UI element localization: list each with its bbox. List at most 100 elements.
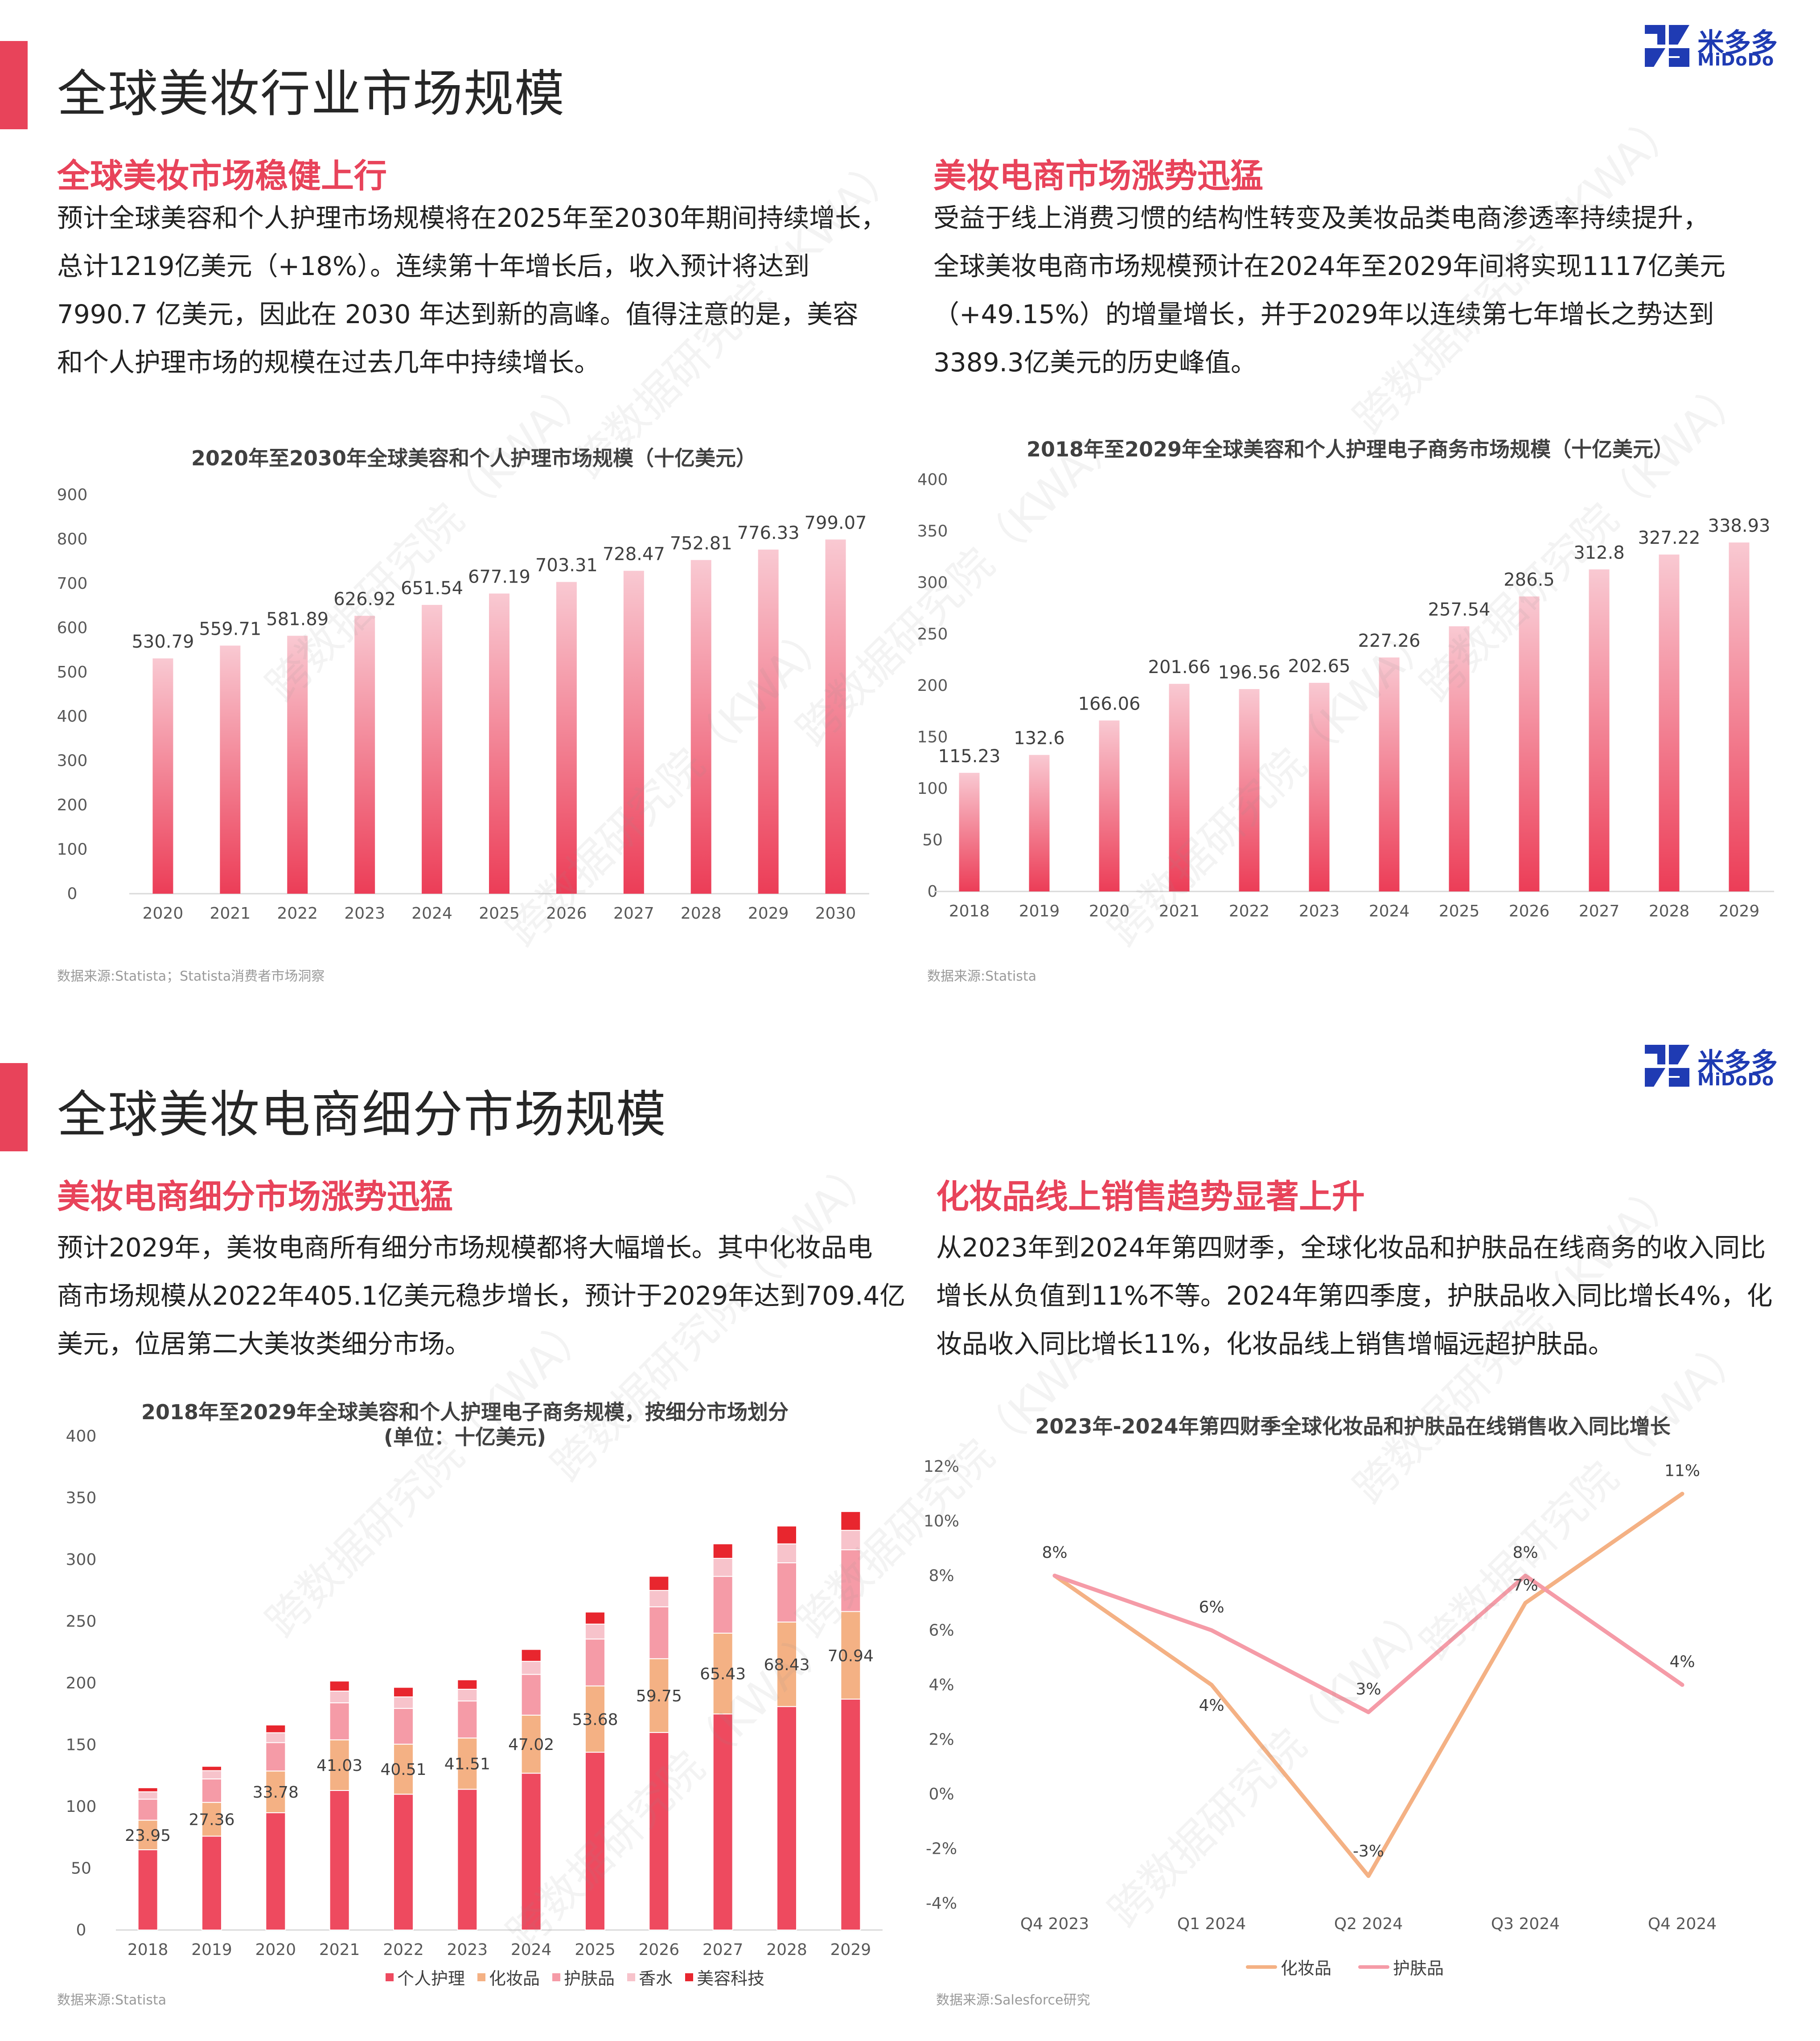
logo-text-cn: 米多多	[1697, 28, 1778, 59]
stacked-bar-segment	[649, 1590, 670, 1607]
bar	[1099, 720, 1120, 891]
paragraph-line: 妆品收入同比增长11%，化妆品线上销售增幅远超护肤品。	[936, 1329, 1614, 1359]
stacked-bar-segment	[329, 1702, 350, 1741]
y-tick-label: 150	[66, 1736, 97, 1754]
x-tick-label: 2026	[546, 904, 587, 923]
section1-left-subtitle: 全球美妆市场稳健上行	[57, 157, 387, 195]
section2-left-paragraph: 预计2029年，美妆电商所有细分市场规模都将大幅增长。其中化妆品电 商市场规模从…	[57, 1224, 905, 1368]
stacked-bar-segment	[137, 1791, 158, 1800]
bar	[556, 582, 577, 894]
y-tick-label: 300	[66, 1551, 97, 1569]
section1-left-paragraph: 预计全球美容和个人护理市场规模将在2025年至2030年期间持续增长， 总计12…	[57, 194, 887, 386]
legend-label: 护肤品	[564, 1969, 615, 1988]
midodo-logo: 米多多 MiDoDo	[1643, 23, 1790, 72]
logo-text-en: MiDoDo	[1697, 50, 1775, 70]
series-line	[1052, 1573, 1684, 1714]
stacked-bar-segment	[840, 1511, 861, 1531]
x-tick-label: 2024	[1369, 902, 1410, 920]
stacked-bar-segment	[712, 1576, 733, 1634]
stacked-bar-segment	[457, 1700, 478, 1739]
stacked-bar-segment	[840, 1530, 861, 1551]
data-label: 47.02	[508, 1736, 554, 1754]
x-tick-label: 2029	[748, 904, 789, 923]
y-tick-label: 200	[918, 677, 948, 695]
stacked-bar-segment	[649, 1606, 670, 1659]
x-tick-label: 2023	[1299, 902, 1340, 920]
bar	[354, 616, 375, 894]
data-label: 257.54	[1428, 600, 1491, 620]
bar	[690, 560, 711, 894]
data-label: 626.92	[333, 589, 396, 610]
section2-accent-bar	[0, 1063, 28, 1151]
x-tick-label: 2021	[210, 904, 251, 923]
y-tick-label: 400	[66, 1427, 97, 1446]
stacked-bar-segment	[265, 1725, 286, 1733]
paragraph-line: 商市场规模从2022年405.1亿美元稳步增长，预计于2029年达到709.4亿	[57, 1281, 906, 1311]
stacked-bar-segment	[201, 1778, 222, 1803]
legend-label: 化妆品	[1281, 1959, 1332, 1978]
data-label: 581.89	[266, 609, 329, 629]
midodo-logo-icon	[1645, 1045, 1689, 1087]
x-tick-label: Q2 2024	[1334, 1915, 1403, 1933]
data-label: -3%	[1353, 1842, 1384, 1860]
stacked-bar-segment	[457, 1789, 478, 1930]
y-tick-label: 200	[66, 1674, 97, 1692]
paragraph-line: 从2023年到2024年第四财季，全球化妆品和护肤品在线商务的收入同比	[936, 1232, 1766, 1263]
chart1-title: 2020年至2030年全球美容和个人护理市场规模（十亿美元）	[191, 446, 757, 470]
chart3-title: 2018年至2029年全球美容和个人护理电子商务规模，按细分市场划分 (单位：十…	[57, 1400, 873, 1450]
x-tick-label: 2019	[191, 1941, 232, 1959]
paragraph-line: 7990.7 亿美元，因此在 2030 年达到新的高峰。值得注意的是，美容	[57, 299, 859, 329]
chart1-bar-chart: 0 100 200 300 400 500 600 700 800 900 530.79 2020 55…	[57, 486, 869, 923]
stacked-bar-segment	[585, 1752, 605, 1930]
logo-text-cn: 米多多	[1697, 1047, 1778, 1079]
y-tick-label: -4%	[926, 1894, 957, 1913]
bar	[1379, 657, 1400, 891]
data-label: 202.65	[1288, 656, 1351, 677]
stacked-bar-segment	[776, 1525, 797, 1544]
y-tick-label: -2%	[926, 1840, 957, 1858]
x-tick-label: 2018	[127, 1941, 168, 1959]
data-label: 4%	[1199, 1696, 1224, 1715]
x-tick-label: 2027	[703, 1941, 744, 1959]
data-label: 27.36	[189, 1811, 234, 1829]
legend-item-personal-care: 个人护理	[386, 1965, 465, 1989]
stacked-bar-segment	[712, 1558, 733, 1577]
x-tick-label: 2024	[511, 1941, 552, 1959]
data-label: 728.47	[603, 544, 665, 565]
legend-swatch	[552, 1973, 561, 1981]
legend-swatch	[1358, 1965, 1390, 1969]
x-tick-label: 2025	[1439, 902, 1480, 920]
stacked-bar-segment	[776, 1562, 797, 1623]
legend-swatch	[477, 1973, 486, 1981]
y-tick-label: 2%	[928, 1731, 954, 1749]
x-tick-label: 2026	[639, 1941, 680, 1959]
x-tick-label: 2023	[447, 1941, 488, 1959]
chart2-title: 2018年至2029年全球美容和个人护理电子商务市场规模（十亿美元）	[1026, 437, 1674, 461]
y-tick-label: 100	[918, 780, 948, 798]
y-tick-label: 4%	[928, 1676, 954, 1694]
data-label: 65.43	[700, 1665, 746, 1684]
bar	[1239, 689, 1260, 891]
paragraph-line: 3389.3亿美元的历史峰值。	[933, 347, 1257, 378]
stacked-bar-segment	[776, 1622, 797, 1707]
bar	[422, 605, 443, 894]
data-label: 59.75	[636, 1687, 682, 1705]
legend-swatch	[627, 1973, 636, 1981]
chart4-title: 2023年-2024年第四财季全球化妆品和护肤品在线销售收入同比增长	[1035, 1414, 1671, 1438]
logo-text-en: MiDoDo	[1697, 1070, 1775, 1089]
legend-label: 香水	[639, 1969, 673, 1988]
data-label: 7%	[1512, 1576, 1538, 1594]
stacked-bar-segment	[521, 1661, 542, 1675]
data-label: 651.54	[401, 578, 463, 599]
y-tick-label: 100	[57, 841, 88, 859]
x-tick-label: 2021	[1159, 902, 1200, 920]
stacked-bar-segment	[393, 1794, 414, 1930]
data-label: 3%	[1356, 1680, 1381, 1698]
x-tick-label: 2027	[1579, 902, 1620, 920]
x-tick-label: 2022	[277, 904, 318, 923]
paragraph-line: 美元，位居第二大美妆类细分市场。	[57, 1329, 471, 1359]
legend-label: 美容科技	[697, 1969, 765, 1988]
stacked-bar-segment	[329, 1690, 350, 1704]
chart3-title-line1: 2018年至2029年全球美容和个人护理电子商务规模，按细分市场划分	[141, 1400, 789, 1424]
series-line	[1052, 1491, 1684, 1878]
